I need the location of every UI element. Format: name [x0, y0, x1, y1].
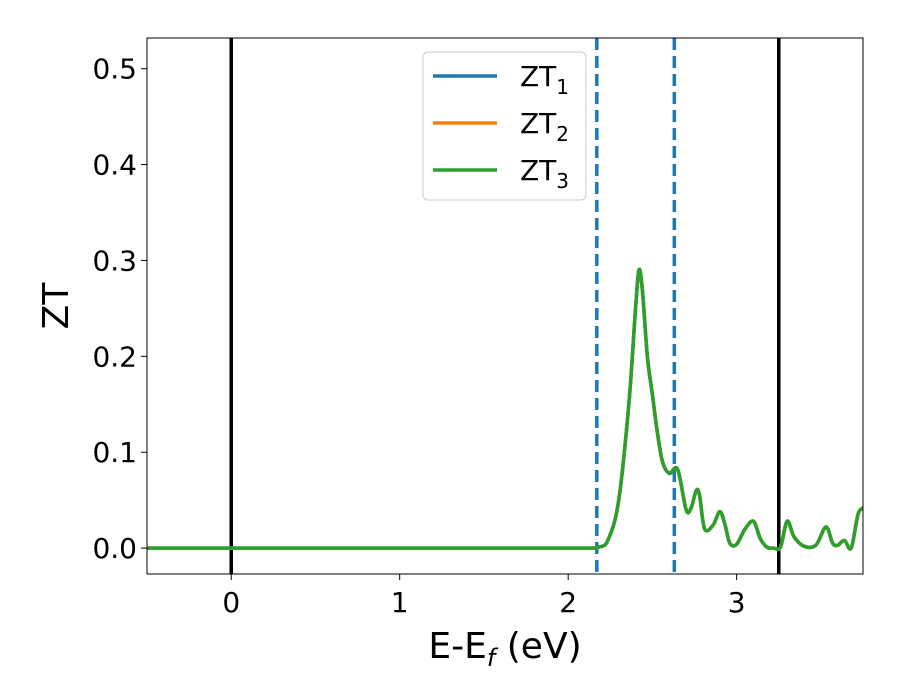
y-tick-label: 0.2 [92, 340, 137, 373]
y-tick-label: 0.4 [92, 149, 137, 182]
x-axis-ticks: 0 1 2 3 [222, 574, 746, 619]
series-line-zt1 [147, 267, 863, 552]
x-tick-label: 2 [559, 586, 577, 619]
legend-frame [422, 51, 587, 201]
x-tick-label: 1 [391, 586, 409, 619]
y-tick-label: 0.0 [92, 532, 137, 565]
data-series [147, 267, 863, 552]
y-tick-label: 0.3 [92, 244, 137, 277]
y-axis-label: ZT [36, 282, 77, 330]
axes-frame [146, 37, 864, 575]
series-line-zt2 [147, 267, 863, 552]
x-tick-label: 3 [728, 586, 746, 619]
legend-label-zt3: ZT3 [520, 154, 569, 193]
x-axis-label: E-Ef (eV) [428, 626, 581, 672]
series-line-zt3 [147, 267, 863, 552]
plot-area [147, 38, 863, 574]
y-axis-ticks: 0.0 0.1 0.2 0.3 0.4 0.5 [92, 53, 147, 565]
x-tick-label: 0 [222, 586, 240, 619]
y-tick-label: 0.1 [92, 436, 137, 469]
reference-lines [229, 38, 781, 574]
legend-label-zt1: ZT1 [520, 60, 569, 99]
y-tick-label: 0.5 [92, 53, 137, 86]
legend: ZT1 ZT2 ZT3 [422, 51, 587, 201]
legend-label-zt2: ZT2 [520, 107, 569, 146]
